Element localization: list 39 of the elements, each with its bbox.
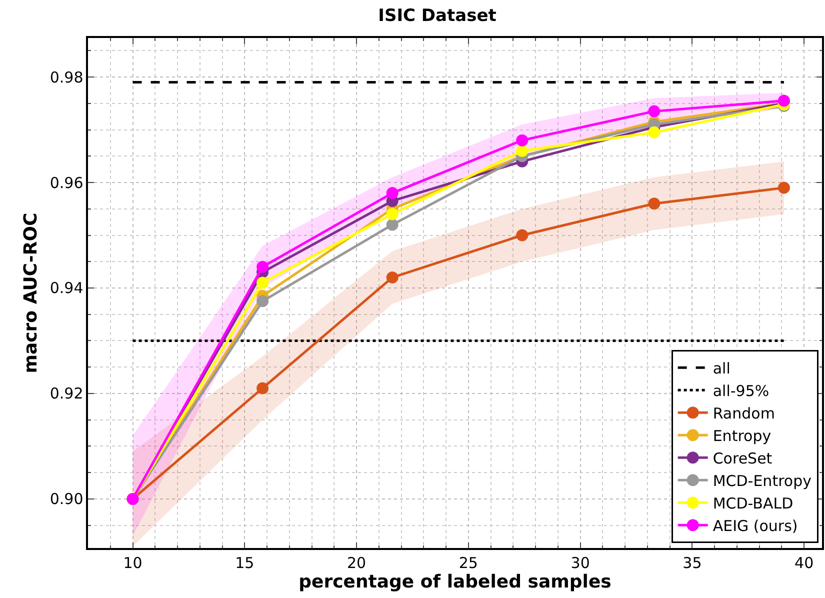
- y-tick-label: 0.94: [50, 279, 84, 298]
- y-tick-label: 0.90: [50, 490, 84, 508]
- legend-label: all: [712, 360, 730, 378]
- x-tick-label: 30: [570, 554, 590, 572]
- legend-label: all-95%: [712, 382, 770, 400]
- y-axis-title: macro AUC-ROC: [20, 212, 42, 374]
- legend-label: Random: [712, 404, 775, 422]
- x-tick-label: 20: [346, 554, 366, 572]
- legend-label: CoreSet: [712, 450, 772, 468]
- point: [516, 144, 528, 157]
- legend-label: Entropy: [712, 427, 772, 445]
- point: [648, 105, 660, 118]
- x-tick-label: 15: [235, 554, 254, 572]
- point: [648, 198, 660, 210]
- point: [386, 271, 398, 284]
- legend-label: AEIG (ours): [712, 517, 798, 535]
- point: [778, 94, 790, 107]
- x-tick-label: 25: [458, 554, 478, 572]
- x-tick-label: 35: [682, 554, 702, 572]
- legend-label: MCD-BALD: [712, 494, 794, 512]
- point: [256, 382, 269, 394]
- point: [516, 134, 528, 146]
- y-tick-label: 0.96: [50, 174, 84, 192]
- y-tick-label: 0.92: [50, 384, 84, 403]
- point: [256, 260, 269, 273]
- x-axis-title: percentage of labeled samples: [298, 572, 612, 593]
- point: [256, 295, 269, 308]
- point: [648, 126, 660, 138]
- x-tick-label: 40: [794, 554, 814, 572]
- point: [386, 218, 398, 231]
- point: [516, 229, 528, 242]
- x-tick-label: 10: [123, 554, 142, 572]
- chart-title: ISIC Dataset: [378, 6, 496, 26]
- point: [778, 182, 790, 194]
- point: [386, 208, 398, 220]
- y-tick-label: 0.98: [50, 68, 84, 86]
- point: [386, 187, 398, 200]
- legend-label: MCD-Entropy: [712, 472, 812, 490]
- point: [256, 276, 269, 289]
